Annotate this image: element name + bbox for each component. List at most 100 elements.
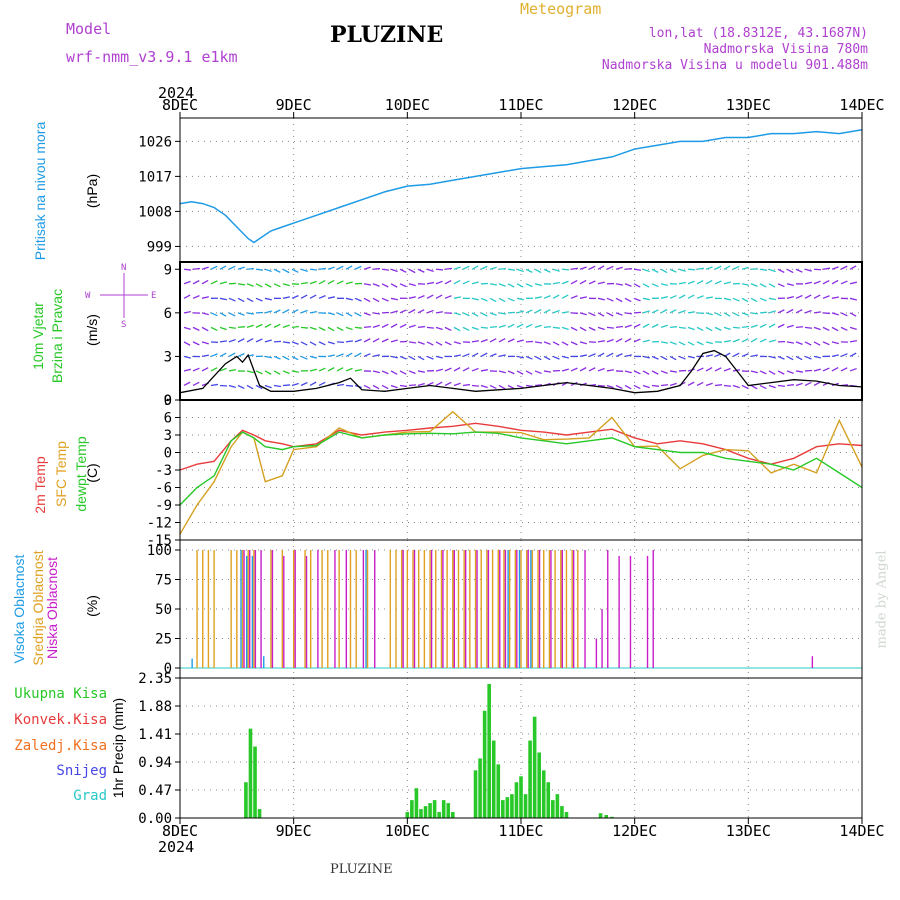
wind-barb bbox=[318, 295, 326, 299]
wind-barb bbox=[840, 280, 848, 285]
date-label-top: 14DEC bbox=[839, 96, 884, 114]
wind-barb bbox=[498, 324, 506, 328]
wind-barb bbox=[579, 279, 587, 285]
wind-barb bbox=[606, 338, 614, 343]
wind-barb bbox=[246, 337, 254, 343]
wind-barb bbox=[516, 355, 524, 359]
wind-barb bbox=[399, 268, 407, 273]
wind-barb bbox=[489, 297, 497, 303]
wind-barb bbox=[624, 283, 632, 287]
precip-tick-label: 0.47 bbox=[138, 783, 172, 799]
wind-barb bbox=[561, 368, 569, 372]
wind-barb bbox=[327, 354, 335, 358]
wind-barb bbox=[507, 297, 515, 302]
wind-barb bbox=[633, 338, 641, 343]
wind-barb bbox=[633, 283, 641, 288]
wind-barb bbox=[462, 326, 470, 332]
temp-tick-label: -12 bbox=[147, 516, 172, 532]
footer-station: PLUZINE bbox=[330, 862, 393, 877]
legend-hail: Grad bbox=[73, 788, 107, 804]
wind-barb bbox=[633, 297, 641, 302]
wind-barb bbox=[813, 294, 821, 299]
wind-barb bbox=[597, 265, 605, 270]
model-altitude-label: Nadmorska Visina u modelu 901.488m bbox=[601, 58, 868, 73]
wind-barb bbox=[660, 283, 668, 287]
wind-barb bbox=[606, 312, 614, 317]
wind-barb bbox=[822, 267, 831, 270]
wind-barb bbox=[777, 309, 785, 314]
wind-barb bbox=[687, 280, 695, 285]
wind-barb bbox=[336, 353, 344, 358]
wind-barb bbox=[453, 341, 461, 345]
wind-barb bbox=[597, 367, 605, 372]
wind-barb bbox=[570, 279, 578, 285]
wind-barb bbox=[741, 312, 749, 316]
wind-barb bbox=[408, 268, 416, 274]
wind-barb bbox=[696, 312, 705, 315]
wind-barb bbox=[327, 326, 335, 332]
wind-barb bbox=[408, 296, 416, 299]
wind-barb bbox=[651, 283, 659, 288]
wind-barb bbox=[291, 268, 299, 273]
precip-bar bbox=[491, 740, 496, 818]
wind-barb bbox=[255, 323, 263, 328]
wind-barb bbox=[246, 283, 254, 287]
wind-barb bbox=[300, 268, 308, 272]
wind-barb bbox=[777, 283, 785, 288]
precip-bar bbox=[505, 797, 510, 818]
wind-barb bbox=[786, 355, 794, 361]
precip-bar bbox=[528, 740, 532, 818]
cloud-tick-label: 0 bbox=[164, 661, 172, 677]
precip-bar bbox=[598, 813, 603, 818]
wind-barb bbox=[714, 367, 722, 372]
precip-bar bbox=[541, 770, 546, 818]
wind-barb bbox=[408, 283, 416, 287]
page-title: PLUZINE bbox=[330, 22, 444, 48]
wind-barb bbox=[678, 309, 686, 314]
cloud-tick-label: 75 bbox=[155, 573, 172, 589]
wind-barb bbox=[669, 268, 677, 273]
wind-barb bbox=[597, 352, 605, 357]
wind-barb bbox=[642, 355, 650, 359]
wind-barb bbox=[327, 279, 335, 285]
wind-barb bbox=[453, 296, 461, 299]
wind-barb bbox=[381, 297, 389, 302]
wind-barb bbox=[813, 355, 821, 359]
wind-barb bbox=[210, 353, 218, 358]
wind-barb bbox=[390, 323, 398, 328]
wind-barb bbox=[849, 326, 857, 331]
wind-barb bbox=[633, 268, 642, 271]
wind-barb bbox=[300, 309, 308, 314]
wind-barb bbox=[399, 323, 407, 328]
wind-barb bbox=[597, 384, 606, 387]
wind-barb bbox=[435, 355, 443, 359]
temp-tick-label: -15 bbox=[147, 533, 172, 549]
wind-barb bbox=[453, 326, 461, 332]
wind-barbs bbox=[183, 265, 858, 390]
wind-barb bbox=[345, 352, 353, 357]
wind-barb bbox=[408, 324, 416, 328]
wind-barb bbox=[543, 309, 551, 314]
wind-barb bbox=[480, 265, 488, 270]
wind-barb bbox=[525, 283, 533, 288]
wind-barb bbox=[579, 367, 587, 372]
wind-barb bbox=[516, 339, 524, 343]
wind-barb bbox=[741, 325, 750, 329]
wind-barb bbox=[588, 326, 596, 331]
wind-barb bbox=[390, 297, 398, 301]
temp-tick-label: 9 bbox=[164, 393, 172, 409]
wind-barb bbox=[498, 267, 507, 270]
temp-2m-line bbox=[179, 422, 863, 471]
wind-barb bbox=[273, 323, 281, 328]
wind-barb bbox=[696, 367, 704, 372]
wind-barb bbox=[804, 281, 812, 285]
date-label-top: 11DEC bbox=[498, 96, 543, 114]
wind-barb bbox=[606, 352, 614, 357]
wind-barb bbox=[291, 341, 299, 345]
wind-barb bbox=[480, 312, 488, 317]
wind-barb bbox=[768, 297, 776, 301]
wind-barb bbox=[543, 268, 551, 273]
wind-barb bbox=[813, 311, 822, 314]
wind-barb bbox=[354, 326, 363, 329]
wind-barb bbox=[642, 310, 650, 314]
